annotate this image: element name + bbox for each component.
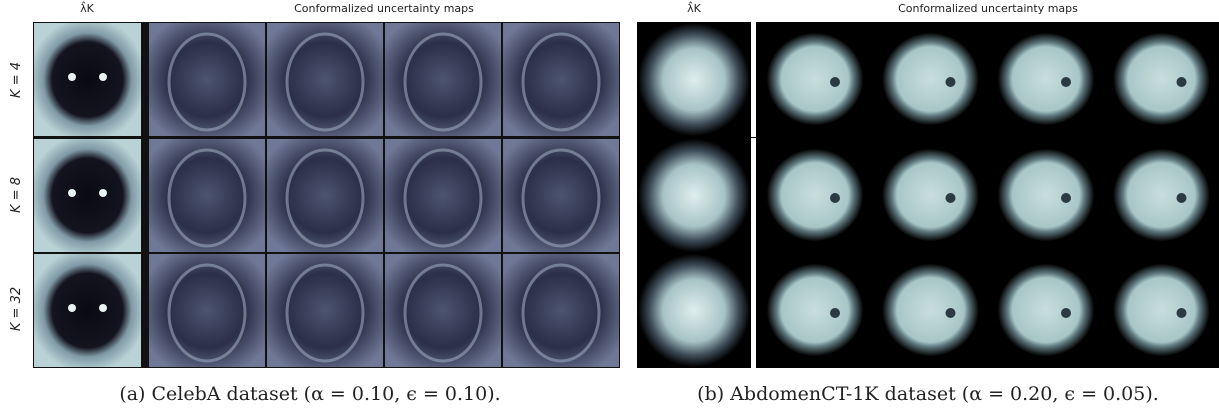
ct-slice	[1113, 33, 1210, 125]
uncertainty-map	[385, 254, 501, 367]
separator	[751, 253, 756, 368]
spine	[1061, 308, 1071, 318]
spine	[1061, 193, 1071, 203]
face-outline	[285, 148, 365, 248]
lambda-map	[34, 254, 141, 367]
caption: (b) AbdomenCT-1K dataset (α = 0.20, ϵ = …	[697, 383, 1159, 405]
uncertainty-map	[149, 254, 265, 367]
maps-label: Conformalized uncertainty maps	[898, 2, 1078, 15]
eye-spot	[99, 304, 107, 312]
row-label: K = 8	[9, 177, 24, 213]
spine	[830, 193, 840, 203]
caption: (a) CelebA dataset (α = 0.10, ϵ = 0.10).	[119, 383, 500, 405]
lambda-map	[638, 139, 750, 252]
eye-spot	[99, 189, 107, 197]
uncertainty-map	[149, 139, 265, 252]
face-outline	[521, 263, 601, 363]
spine	[1061, 77, 1071, 87]
spine	[1176, 77, 1187, 87]
row-label: K = 4	[9, 62, 24, 98]
face-outline	[167, 148, 247, 248]
ct-slice	[998, 149, 1094, 241]
face-outline	[403, 32, 483, 132]
face-outline	[285, 263, 365, 363]
face-outline	[167, 32, 247, 132]
ct-slice	[767, 149, 863, 241]
separator	[751, 22, 756, 137]
eye-spot	[68, 304, 76, 312]
spine	[1176, 308, 1187, 318]
lambda-map	[34, 23, 141, 136]
spine	[945, 193, 956, 203]
lambda-map	[34, 139, 141, 252]
uncertainty-map	[385, 23, 501, 136]
image-grid	[33, 22, 1219, 368]
uncertainty-map	[503, 254, 619, 367]
lambda-map	[638, 23, 750, 136]
separator	[751, 138, 756, 253]
uncertainty-map	[267, 23, 383, 136]
spine	[830, 77, 840, 87]
ct-slice	[767, 33, 863, 125]
face-outline	[521, 32, 601, 132]
spine	[945, 308, 956, 318]
lambda-label: λ̂K	[80, 1, 95, 15]
ct-slice	[1113, 264, 1210, 356]
eye-spot	[68, 73, 76, 81]
lambda-map	[638, 254, 750, 367]
ct-slice	[1113, 149, 1210, 241]
uncertainty-map	[385, 139, 501, 252]
ct-slice	[998, 33, 1094, 125]
spine	[1176, 193, 1187, 203]
uncertainty-map	[267, 254, 383, 367]
face-outline	[403, 148, 483, 248]
face-outline	[403, 263, 483, 363]
face-outline	[285, 32, 365, 132]
ct-slice	[882, 149, 979, 241]
maps-label: Conformalized uncertainty maps	[294, 2, 474, 15]
uncertainty-map	[503, 23, 619, 136]
ct-slice	[882, 33, 979, 125]
ct-slice	[882, 264, 979, 356]
lambda-label: λ̂K	[687, 1, 702, 15]
uncertainty-map	[149, 23, 265, 136]
spine	[830, 308, 840, 318]
uncertainty-map	[267, 139, 383, 252]
face-outline	[167, 263, 247, 363]
row-label: K = 32	[9, 287, 24, 331]
ct-slice	[998, 264, 1094, 356]
eye-spot	[68, 189, 76, 197]
ct-slice	[767, 264, 863, 356]
spine	[945, 77, 956, 87]
uncertainty-map	[503, 139, 619, 252]
eye-spot	[99, 73, 107, 81]
face-outline	[521, 148, 601, 248]
